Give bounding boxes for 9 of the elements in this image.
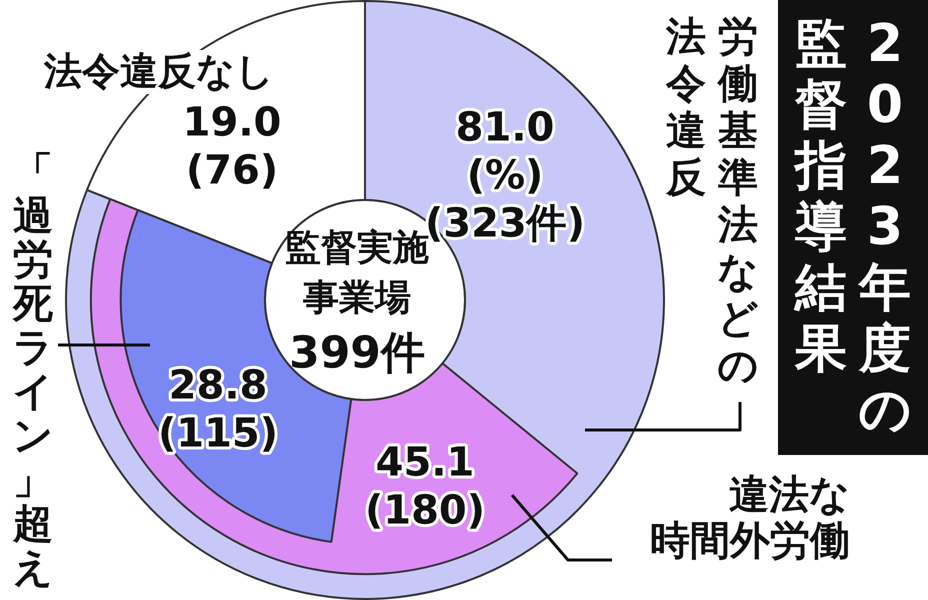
text: 「過労死ライン」超え: [12, 149, 54, 591]
data-label: 45.1 (180): [364, 439, 486, 534]
data-label: 19.0 (76): [182, 99, 282, 194]
data-label: 28.8 (115): [158, 362, 278, 456]
category-label: 労働基準法などの法令違反: [666, 14, 758, 389]
slice-label: 違法な時間外労働: [649, 472, 850, 564]
slice-label: 法令違反なし: [40, 49, 278, 94]
text: 399件: [289, 327, 425, 378]
chart-title: 2023年度の監督指導結果: [795, 14, 912, 440]
